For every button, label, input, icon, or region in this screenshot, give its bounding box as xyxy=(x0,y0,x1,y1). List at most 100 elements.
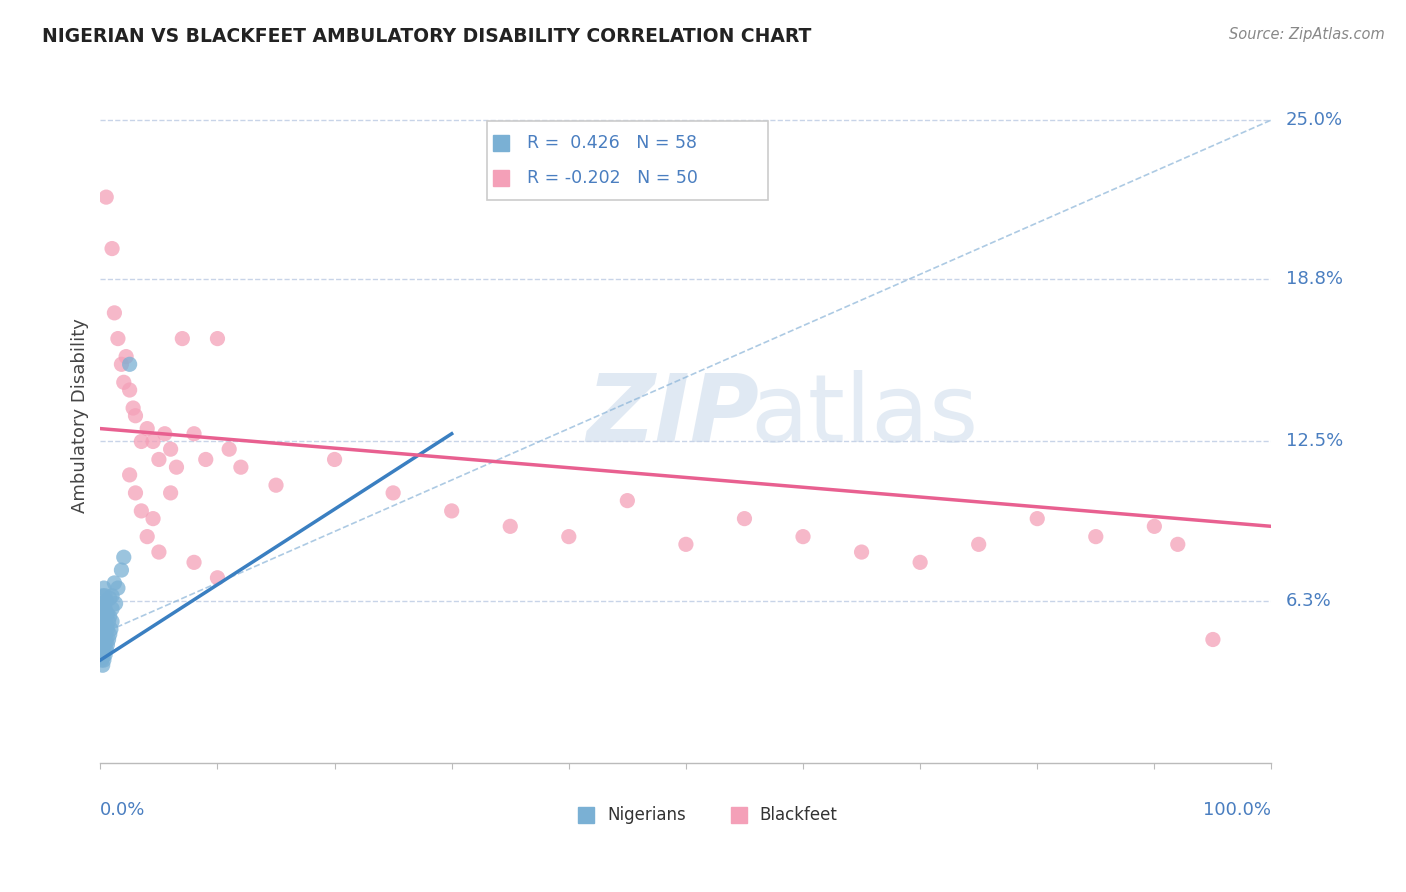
Text: Nigerians: Nigerians xyxy=(607,806,686,824)
Point xyxy=(851,545,873,559)
Point xyxy=(218,442,240,457)
Point xyxy=(96,594,118,608)
Point xyxy=(107,581,129,595)
Point xyxy=(131,504,153,518)
Point xyxy=(93,622,115,636)
Point xyxy=(93,653,115,667)
Point xyxy=(148,545,170,559)
Point xyxy=(93,597,115,611)
Point xyxy=(93,645,115,659)
Text: 25.0%: 25.0% xyxy=(1285,111,1343,129)
Point xyxy=(142,511,165,525)
Text: R = -0.202   N = 50: R = -0.202 N = 50 xyxy=(527,169,697,187)
Point xyxy=(91,615,114,629)
Point xyxy=(104,597,127,611)
Point xyxy=(94,601,117,615)
Point xyxy=(115,350,138,364)
Point xyxy=(93,638,115,652)
Point xyxy=(1167,537,1189,551)
Point xyxy=(148,452,170,467)
Point xyxy=(153,426,176,441)
Point xyxy=(96,190,118,204)
Point xyxy=(101,601,124,615)
Point xyxy=(122,401,145,415)
Point xyxy=(90,601,112,615)
Point xyxy=(98,609,121,624)
Point xyxy=(118,467,141,482)
Text: ZIP: ZIP xyxy=(586,370,759,462)
Point xyxy=(1026,511,1049,525)
Point xyxy=(97,632,120,647)
Point xyxy=(124,486,146,500)
Point xyxy=(96,642,118,657)
Point xyxy=(1202,632,1225,647)
Point xyxy=(908,555,931,569)
FancyBboxPatch shape xyxy=(486,120,768,201)
Point xyxy=(112,376,135,390)
Point xyxy=(94,638,117,652)
Point xyxy=(733,511,755,525)
Point xyxy=(91,607,114,621)
Point xyxy=(1143,519,1166,533)
Point xyxy=(96,607,118,621)
Text: Source: ZipAtlas.com: Source: ZipAtlas.com xyxy=(1229,27,1385,42)
Point xyxy=(382,486,405,500)
Point xyxy=(103,576,125,591)
Point xyxy=(124,409,146,423)
Point xyxy=(101,242,124,256)
Point xyxy=(90,638,112,652)
Text: R =  0.426   N = 58: R = 0.426 N = 58 xyxy=(527,134,696,152)
Point xyxy=(90,642,112,657)
Point xyxy=(110,563,132,577)
Point xyxy=(118,383,141,397)
Point xyxy=(91,650,114,665)
Text: 12.5%: 12.5% xyxy=(1285,433,1343,450)
Point xyxy=(136,421,159,435)
Point xyxy=(96,622,118,636)
Point xyxy=(90,615,112,629)
Text: 18.8%: 18.8% xyxy=(1285,270,1343,288)
Point xyxy=(616,493,638,508)
Point xyxy=(91,630,114,644)
Point xyxy=(103,306,125,320)
Text: NIGERIAN VS BLACKFEET AMBULATORY DISABILITY CORRELATION CHART: NIGERIAN VS BLACKFEET AMBULATORY DISABIL… xyxy=(42,27,811,45)
Point xyxy=(166,460,188,475)
Point xyxy=(93,581,115,595)
Point xyxy=(93,630,115,644)
Point xyxy=(91,645,114,659)
Point xyxy=(558,530,581,544)
Point xyxy=(96,632,118,647)
Point xyxy=(90,653,112,667)
Point xyxy=(90,648,112,662)
Point xyxy=(100,622,122,636)
Point xyxy=(207,332,229,346)
Point xyxy=(159,486,181,500)
Point xyxy=(1084,530,1107,544)
Text: 0.0%: 0.0% xyxy=(100,801,146,819)
Point xyxy=(96,607,118,621)
Point xyxy=(172,332,194,346)
Point xyxy=(142,434,165,449)
Point xyxy=(112,550,135,565)
Point xyxy=(110,357,132,371)
Text: 6.3%: 6.3% xyxy=(1285,592,1331,610)
Point xyxy=(90,632,112,647)
Point xyxy=(183,555,205,569)
Point xyxy=(94,615,117,629)
Y-axis label: Ambulatory Disability: Ambulatory Disability xyxy=(72,318,89,513)
Point xyxy=(91,597,114,611)
Point xyxy=(101,615,124,629)
Point xyxy=(91,589,114,603)
Point xyxy=(93,615,115,629)
Point xyxy=(94,627,117,641)
Point xyxy=(96,638,118,652)
Point xyxy=(91,622,114,636)
Point xyxy=(792,530,814,544)
Text: 100.0%: 100.0% xyxy=(1204,801,1271,819)
Point xyxy=(675,537,697,551)
Point xyxy=(159,442,181,457)
Point xyxy=(90,607,112,621)
Point xyxy=(91,638,114,652)
Point xyxy=(118,357,141,371)
Point xyxy=(194,452,217,467)
